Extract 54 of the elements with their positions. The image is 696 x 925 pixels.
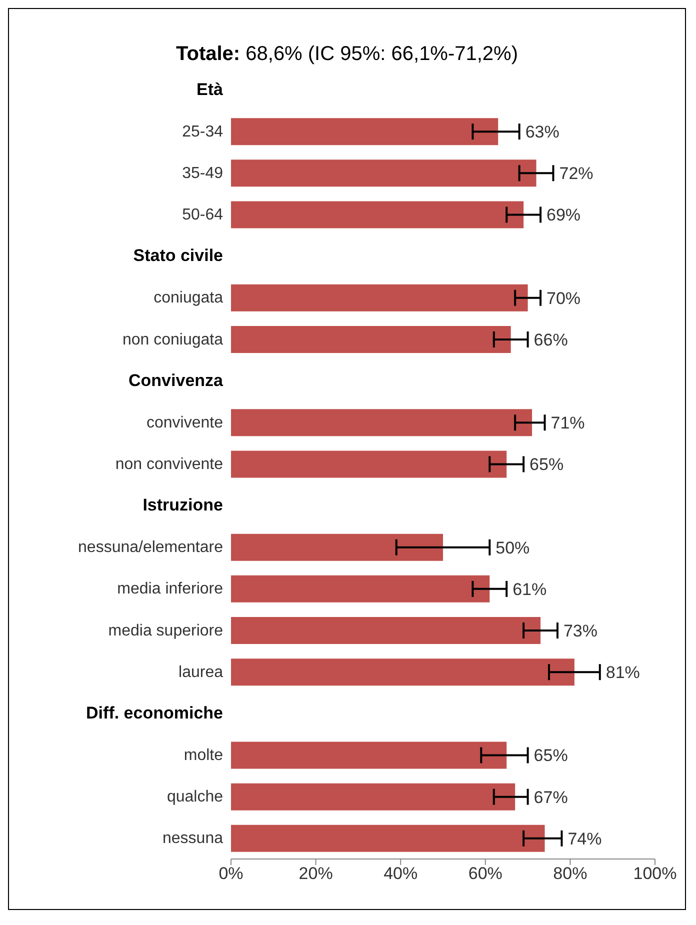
y-tick-label: Diff. economiche — [86, 703, 223, 722]
data-label: 81% — [606, 663, 640, 682]
bar — [231, 534, 443, 561]
data-label: 65% — [534, 746, 568, 766]
bar — [231, 118, 498, 146]
data-label: 73% — [563, 622, 598, 641]
bar — [231, 160, 536, 187]
data-label: 63% — [525, 122, 560, 142]
x-tick-label: 80% — [553, 864, 588, 884]
bar — [231, 575, 490, 602]
bar — [231, 658, 574, 686]
y-tick-label: Età — [196, 80, 224, 99]
bar — [231, 617, 541, 644]
bar — [231, 326, 511, 353]
bar — [231, 824, 545, 852]
y-tick-label: qualche — [166, 788, 224, 806]
x-tick-label: 0% — [218, 864, 244, 884]
data-label: 65% — [530, 455, 564, 474]
x-tick-label: 20% — [298, 864, 333, 884]
y-tick-label: coniugata — [154, 290, 224, 307]
bar — [231, 783, 516, 810]
data-label: 74% — [568, 829, 602, 848]
data-label: 70% — [546, 288, 581, 308]
data-label: 66% — [534, 330, 568, 350]
x-tick-label: 100% — [633, 864, 677, 884]
y-tick-label: 50-64 — [182, 206, 224, 224]
bar — [231, 742, 507, 769]
y-tick-label: nessuna/elementare — [78, 539, 224, 556]
y-tick-label: 25-34 — [182, 123, 224, 140]
bar — [231, 409, 532, 436]
x-tick-label: 40% — [384, 864, 418, 884]
y-tick-label: media inferiore — [117, 580, 224, 598]
y-tick-label: laurea — [178, 664, 224, 681]
y-tick-label: Convivenza — [128, 370, 224, 390]
bar — [231, 284, 528, 312]
y-tick-label: Stato civile — [133, 246, 223, 266]
bar — [231, 201, 524, 228]
data-label: 72% — [559, 164, 594, 184]
chart-title: Totale: 68,6% (IC 95%: 66,1%-71,2%) — [175, 43, 519, 66]
data-label: 61% — [512, 580, 547, 599]
x-tick-label: 60% — [468, 864, 502, 884]
y-tick-label: non coniugata — [122, 331, 224, 348]
data-label: 50% — [496, 538, 530, 558]
y-tick-label: convivente — [146, 414, 224, 432]
data-label: 69% — [546, 206, 581, 225]
bar — [231, 450, 507, 478]
data-label: 67% — [534, 788, 568, 807]
y-tick-label: molte — [184, 747, 224, 764]
data-label: 71% — [550, 414, 585, 433]
y-tick-label: Istruzione — [142, 496, 223, 515]
y-tick-label: media superiore — [108, 622, 224, 640]
y-tick-label: non convivente — [115, 456, 224, 473]
y-tick-label: 35-49 — [182, 164, 224, 182]
y-tick-label: nessuna — [162, 830, 224, 848]
